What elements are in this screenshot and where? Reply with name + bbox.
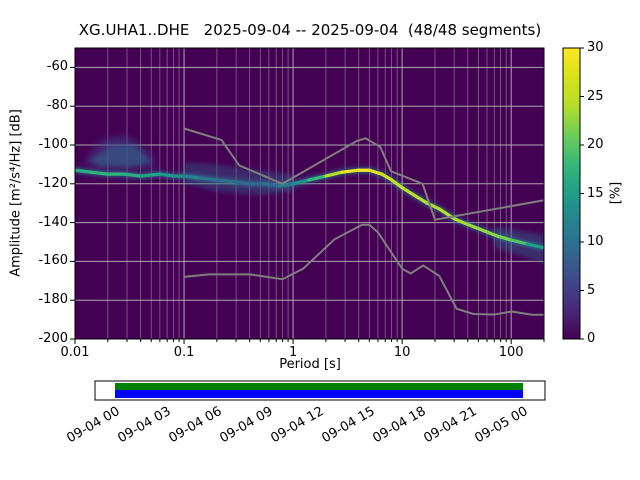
figure-title: XG.UHA1..DHE 2025-09-04 -- 2025-09-04 (4… — [78, 21, 542, 39]
plot-background — [75, 48, 544, 339]
x-tick-label: 0.01 — [60, 345, 90, 360]
y-tick-label: -60 — [46, 59, 68, 75]
colorbar-tick-label: 5 — [587, 282, 596, 298]
colorbar-tick-label: 0 — [587, 331, 596, 346]
y-tick-label: -180 — [38, 292, 68, 308]
y-tick-label: -200 — [38, 331, 68, 346]
colorbar-ticks — [580, 47, 584, 340]
nhnm-noise-model-curve — [183, 127, 544, 221]
plot-frame — [74, 47, 545, 340]
colorbar — [562, 47, 581, 340]
y-tick-label: -80 — [46, 98, 68, 114]
y-tick-label: -120 — [38, 175, 68, 191]
colorbar-label: [%] — [608, 181, 624, 205]
timeline-data-bar — [115, 383, 523, 390]
nlnm-noise-model-curve — [183, 223, 544, 316]
y-tick-label: -100 — [38, 137, 68, 152]
colorbar-tick-label: 30 — [587, 40, 604, 55]
x-tick-label: 0.1 — [173, 345, 195, 360]
x-tick-label: 100 — [498, 345, 524, 360]
colorbar-tick-label: 10 — [587, 234, 604, 249]
y-tick-label: -160 — [38, 253, 68, 269]
timeline-processed-bar — [115, 390, 523, 398]
colorbar-tick-label: 25 — [587, 88, 604, 104]
grid-lines — [75, 48, 544, 339]
y-axis-label: Amplitude [m²/s⁴/Hz] [dB] — [8, 109, 24, 277]
colorbar-tick-label: 15 — [587, 185, 604, 201]
colorbar-tick-label: 20 — [587, 137, 604, 152]
axis-ticks — [70, 66, 545, 344]
ppsd-spread-short-period-fan-core — [90, 145, 152, 167]
x-tick-label: 1 — [288, 345, 298, 360]
x-tick-label: 10 — [393, 345, 411, 360]
ppsd-content — [75, 127, 544, 316]
y-tick-label: -140 — [38, 214, 68, 230]
x-axis-label: Period [s] — [279, 357, 341, 372]
